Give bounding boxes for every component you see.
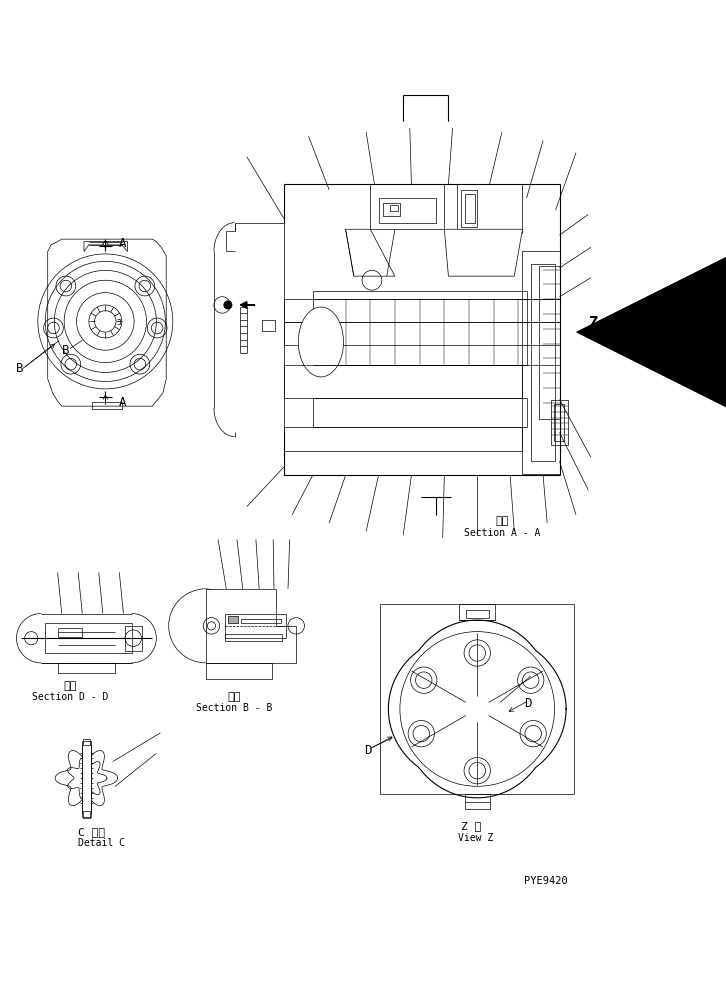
Text: View Z: View Z [458, 833, 493, 843]
Bar [383, 203, 400, 216]
Text: B: B [62, 343, 69, 357]
Bar [125, 626, 142, 650]
Bar [551, 399, 568, 444]
Bar [465, 194, 475, 223]
Bar [523, 251, 560, 474]
Bar [457, 184, 523, 233]
FancyArrow shape [240, 302, 255, 308]
Text: PYE9420: PYE9420 [524, 876, 568, 886]
Bar [224, 613, 286, 639]
Bar [380, 603, 574, 794]
Text: Detail C: Detail C [78, 838, 125, 849]
Text: A: A [118, 395, 126, 408]
Bar [284, 427, 523, 451]
Text: B: B [17, 362, 24, 375]
Bar [554, 404, 563, 440]
Text: 断面: 断面 [495, 516, 509, 527]
Ellipse shape [298, 307, 343, 377]
Bar [261, 320, 275, 332]
Bar [465, 794, 489, 808]
Text: 断面: 断面 [63, 681, 77, 691]
Text: D: D [524, 697, 532, 709]
Bar [228, 616, 238, 623]
Bar [57, 663, 115, 673]
Bar [459, 603, 495, 620]
Text: Section D - D: Section D - D [32, 693, 108, 702]
Text: Section B - B: Section B - B [196, 703, 273, 713]
Text: D: D [364, 744, 372, 756]
Text: A: A [118, 236, 126, 250]
Text: Section A - A: Section A - A [464, 528, 540, 538]
Text: C 詳細: C 詳細 [78, 827, 105, 837]
Bar [284, 299, 560, 322]
Bar [390, 205, 399, 211]
Polygon shape [444, 230, 523, 277]
Text: 断面: 断面 [228, 692, 241, 701]
Bar [57, 628, 82, 637]
Polygon shape [346, 230, 395, 277]
Bar [284, 365, 523, 398]
Circle shape [224, 301, 232, 309]
Bar [461, 189, 477, 227]
Text: Z: Z [588, 317, 597, 332]
Polygon shape [84, 240, 128, 251]
Bar [465, 610, 489, 618]
Bar [539, 266, 560, 419]
Bar [313, 398, 526, 427]
Bar [241, 619, 280, 623]
Bar [83, 811, 90, 817]
Bar [45, 623, 131, 653]
Polygon shape [205, 589, 296, 663]
Bar [83, 739, 90, 746]
Bar [313, 291, 526, 365]
Bar [531, 264, 555, 461]
Bar [370, 184, 444, 230]
Bar [82, 741, 91, 817]
Bar [205, 663, 272, 679]
Polygon shape [48, 239, 166, 406]
Bar [224, 634, 282, 641]
Text: Z 視: Z 視 [460, 821, 481, 831]
Bar [284, 322, 560, 345]
Bar [378, 198, 436, 223]
